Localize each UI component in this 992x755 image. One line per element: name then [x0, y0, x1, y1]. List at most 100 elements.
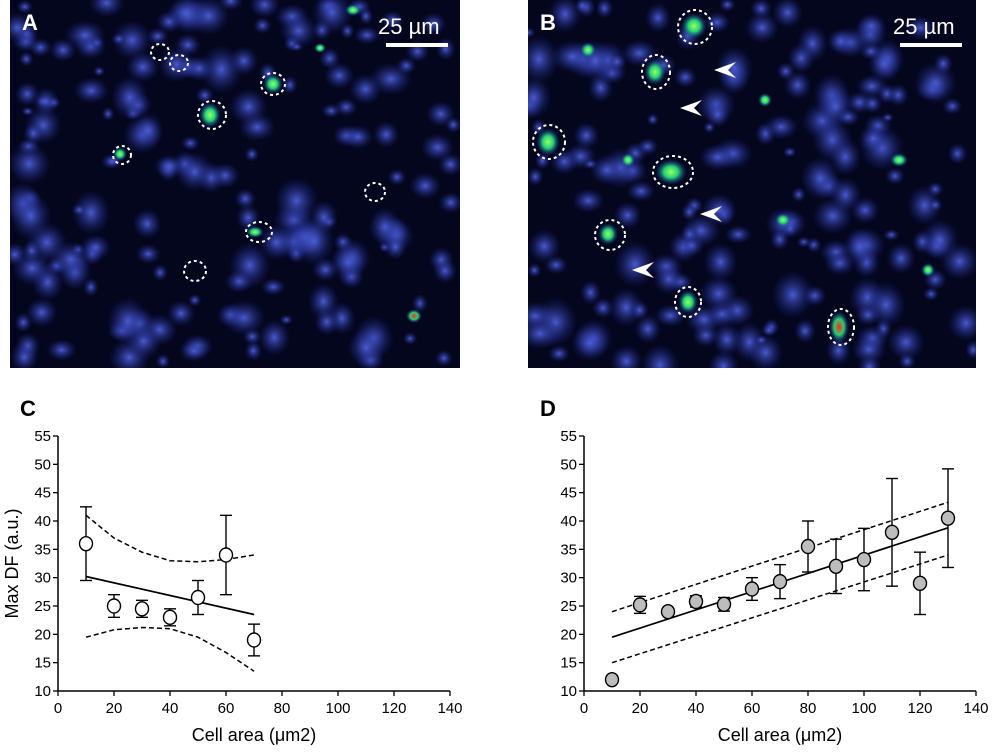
bright-cell: [314, 43, 326, 53]
cell-blob: [64, 20, 106, 51]
cell-blob: [947, 142, 968, 165]
cell-blob: [293, 216, 335, 266]
cell-blob: [705, 101, 730, 128]
cell-blob: [342, 124, 374, 150]
bright-cell: [644, 59, 666, 85]
cell-blob: [10, 342, 39, 368]
bright-cell: [678, 290, 698, 314]
cell-blob: [178, 340, 209, 362]
panel-b-scalebar: [900, 43, 962, 47]
y-tick-label: 50: [34, 456, 51, 473]
cell-blob: [383, 234, 407, 260]
bright-cell: [681, 13, 707, 39]
cell-blob: [18, 51, 34, 67]
x-tick-label: 100: [325, 700, 350, 717]
bright-cell: [775, 213, 791, 227]
bright-cell: [345, 4, 361, 16]
cell-blob: [258, 319, 291, 356]
cell-blob: [432, 258, 458, 284]
cell-blob: [887, 83, 909, 107]
cell-blob: [592, 297, 614, 319]
cell-blob: [589, 154, 625, 186]
cell-blob: [111, 32, 127, 46]
cell-blob: [791, 186, 806, 203]
cell-blob: [858, 124, 889, 153]
cell-blob: [621, 39, 658, 67]
cell-blob: [595, 0, 614, 19]
bright-cell: [890, 153, 908, 167]
cell-blob: [923, 287, 940, 301]
bright-cell: [829, 311, 849, 343]
cell-blob: [253, 16, 272, 34]
y-tick-label: 20: [560, 626, 577, 643]
cell-blob: [244, 340, 263, 362]
bright-cell: [655, 159, 687, 185]
cell-blob: [49, 240, 93, 278]
cell-blob: [654, 304, 687, 328]
cell-blob: [10, 191, 52, 241]
y-tick-label: 55: [34, 428, 51, 445]
cell-blob: [152, 264, 168, 282]
cell-blob: [772, 0, 803, 29]
cell-blob: [195, 86, 214, 104]
cell-blob: [101, 106, 115, 122]
cell-blob: [866, 282, 906, 328]
cell-blob: [175, 152, 214, 192]
cell-blob: [380, 10, 405, 30]
cell-blob: [806, 237, 822, 253]
cell-outline: [827, 308, 855, 346]
cell-blob: [548, 345, 570, 363]
arrowhead-icon: [680, 100, 702, 116]
bright-cell: [921, 263, 935, 277]
cell-blob: [754, 334, 768, 346]
cell-blob: [528, 35, 560, 84]
y-tick-label: 15: [34, 655, 51, 672]
cell-blob: [387, 168, 407, 186]
cell-blob: [72, 203, 87, 216]
cell-blob: [222, 299, 266, 336]
cell-blob: [572, 188, 605, 213]
cell-blob: [928, 198, 943, 212]
cell-blob: [438, 152, 460, 177]
cell-blob: [708, 350, 739, 368]
micrograph-a: [10, 0, 460, 368]
cell-outline: [594, 219, 626, 251]
cell-blob: [166, 300, 196, 327]
panel-b-scalebar-label: 25 µm: [893, 14, 955, 39]
cell-blob: [402, 332, 418, 345]
cell-blob: [528, 27, 536, 39]
data-point: [246, 632, 262, 648]
cell-blob: [111, 20, 152, 60]
y-tick-label: 25: [560, 598, 577, 615]
bright-cell: [199, 102, 221, 128]
cell-blob: [445, 116, 460, 133]
y-tick-label: 55: [560, 428, 577, 445]
cell-blob: [574, 0, 590, 14]
x-tick-label: 120: [907, 700, 932, 717]
cell-blob: [321, 103, 342, 119]
cell-blob: [236, 204, 261, 232]
cell-outline: [532, 124, 566, 160]
panel-d-letter: D: [540, 396, 556, 421]
cell-blob: [307, 282, 340, 320]
cell-blob: [135, 243, 161, 265]
cell-blob: [180, 135, 200, 151]
cell-outline: [245, 221, 273, 243]
cell-blob: [771, 270, 814, 319]
cell-blob: [550, 148, 579, 175]
cell-blob: [933, 53, 954, 75]
data-point: [688, 593, 704, 610]
cell-blob: [25, 297, 58, 328]
cell-blob: [947, 304, 976, 342]
x-tick-label: 80: [800, 700, 817, 717]
cell-blob: [630, 300, 649, 320]
cell-blob: [673, 66, 697, 88]
cell-blob: [28, 38, 52, 57]
data-point: [772, 573, 788, 590]
cell-blob: [111, 75, 149, 119]
cell-blob: [699, 143, 737, 171]
panel-a-scalebar: [386, 43, 448, 47]
cell-blob: [420, 12, 447, 36]
cell-blob: [224, 269, 254, 294]
data-point: [78, 535, 94, 552]
